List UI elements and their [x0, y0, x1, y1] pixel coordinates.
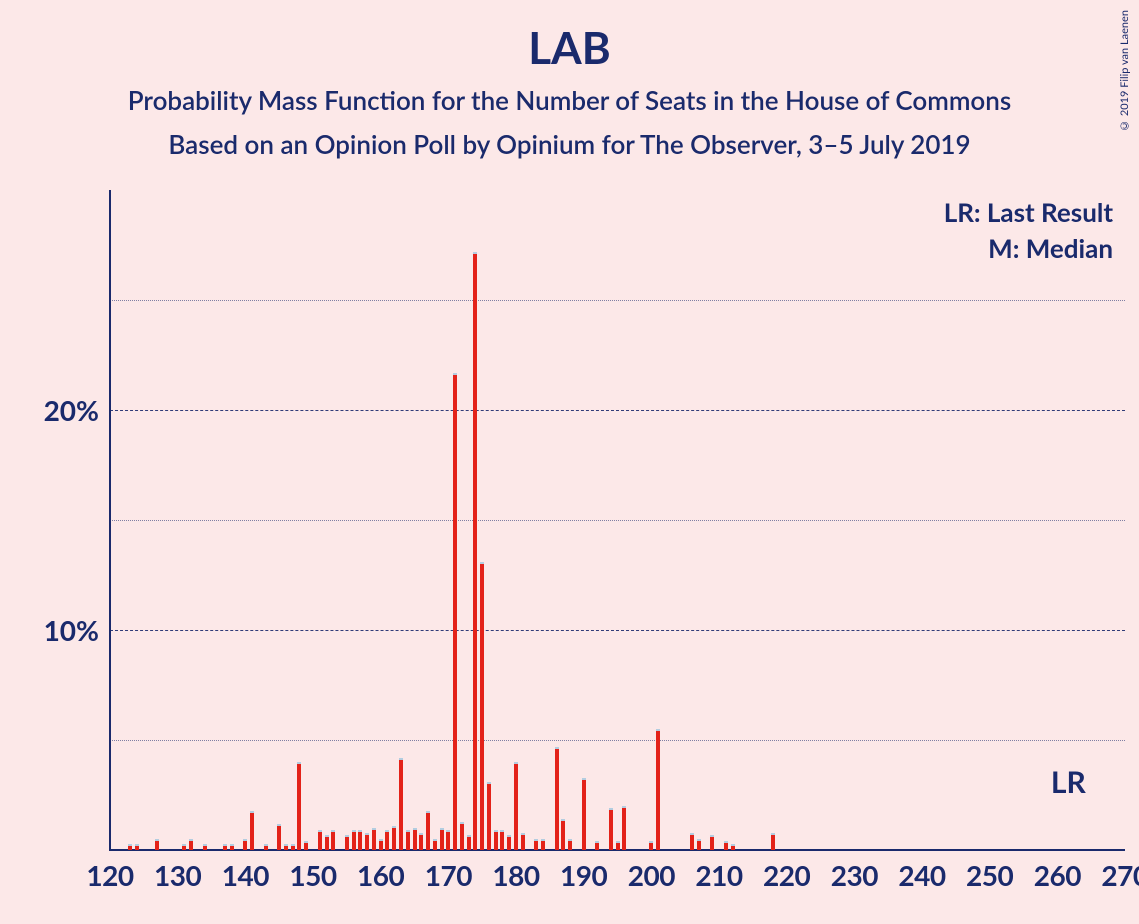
- bar: [291, 846, 295, 850]
- legend-lr: LR: Last Result: [944, 196, 1113, 228]
- x-tick-label: 230: [831, 858, 878, 892]
- bar: [690, 835, 694, 850]
- bar: [453, 375, 457, 850]
- chart-subtitle-2: Based on an Opinion Poll by Opinium for …: [0, 128, 1139, 160]
- bar: [494, 832, 498, 850]
- bar: [440, 830, 444, 850]
- bar: [473, 254, 477, 850]
- bar: [649, 843, 653, 850]
- gridline-minor: [110, 300, 1125, 301]
- x-tick-label: 220: [763, 858, 810, 892]
- bar: [433, 841, 437, 850]
- y-tick-label: 10%: [44, 613, 99, 647]
- x-tick-label: 270: [1101, 858, 1139, 892]
- bar: [555, 749, 559, 850]
- x-tick-label: 250: [966, 858, 1013, 892]
- bar: [771, 835, 775, 850]
- bar: [128, 846, 132, 850]
- plot-area: LR: Last Result M: Median LR: [110, 190, 1125, 850]
- lr-marker-label: LR: [1051, 764, 1086, 800]
- bar: [372, 830, 376, 850]
- bar: [365, 835, 369, 850]
- bar: [203, 846, 207, 850]
- bar: [616, 843, 620, 850]
- bar: [656, 731, 660, 850]
- x-tick-label: 150: [289, 858, 336, 892]
- bar: [446, 832, 450, 850]
- bar: [399, 760, 403, 850]
- bar: [500, 832, 504, 850]
- bar: [487, 784, 491, 850]
- bar: [250, 813, 254, 850]
- bar: [568, 841, 572, 850]
- bar: [582, 780, 586, 850]
- bar: [135, 846, 139, 850]
- x-tick-label: 160: [357, 858, 404, 892]
- bar: [297, 764, 301, 850]
- copyright-text: © 2019 Filip van Laenen: [1118, 10, 1131, 132]
- bar: [392, 828, 396, 850]
- bar: [731, 846, 735, 850]
- x-tick-label: 200: [628, 858, 675, 892]
- bar: [379, 841, 383, 850]
- bar: [561, 821, 565, 850]
- bar: [419, 835, 423, 850]
- bar: [622, 808, 626, 850]
- x-tick-label: 120: [86, 858, 133, 892]
- bar: [609, 810, 613, 850]
- bar: [521, 835, 525, 850]
- bar: [710, 837, 714, 850]
- bar: [541, 841, 545, 850]
- x-tick-label: 130: [154, 858, 201, 892]
- bar: [534, 841, 538, 850]
- gridline-minor: [110, 740, 1125, 741]
- gridline-minor: [110, 520, 1125, 521]
- bar: [223, 846, 227, 850]
- bar: [697, 841, 701, 850]
- bar: [189, 841, 193, 850]
- bar: [304, 843, 308, 850]
- bar: [284, 846, 288, 850]
- legend-m: M: Median: [944, 232, 1113, 264]
- bar: [413, 830, 417, 850]
- bar: [406, 832, 410, 850]
- bar: [358, 832, 362, 850]
- chart-subtitle-1: Probability Mass Function for the Number…: [0, 84, 1139, 116]
- bar: [595, 843, 599, 850]
- x-tick-label: 240: [898, 858, 945, 892]
- bar: [480, 564, 484, 850]
- chart-title: LAB: [0, 0, 1139, 74]
- x-tick-label: 190: [560, 858, 607, 892]
- bar: [385, 832, 389, 850]
- bar: [243, 841, 247, 850]
- bar: [467, 837, 471, 850]
- x-tick-label: 210: [695, 858, 742, 892]
- bar: [325, 837, 329, 850]
- bar: [331, 832, 335, 850]
- bar: [507, 837, 511, 850]
- bar: [426, 813, 430, 850]
- bar: [724, 843, 728, 850]
- bar: [264, 846, 268, 850]
- bar: [277, 826, 281, 850]
- bar: [230, 846, 234, 850]
- y-tick-label: 20%: [44, 393, 99, 427]
- x-tick-label: 180: [492, 858, 539, 892]
- bar: [352, 832, 356, 850]
- legend: LR: Last Result M: Median: [944, 196, 1113, 268]
- x-tick-label: 170: [425, 858, 472, 892]
- gridline-major: [110, 410, 1125, 411]
- bar: [460, 824, 464, 850]
- x-tick-label: 140: [222, 858, 269, 892]
- bar: [345, 837, 349, 850]
- bar: [182, 846, 186, 850]
- bar: [514, 764, 518, 850]
- gridline-major: [110, 630, 1125, 631]
- x-tick-label: 260: [1034, 858, 1081, 892]
- bar: [318, 832, 322, 850]
- bar: [155, 841, 159, 850]
